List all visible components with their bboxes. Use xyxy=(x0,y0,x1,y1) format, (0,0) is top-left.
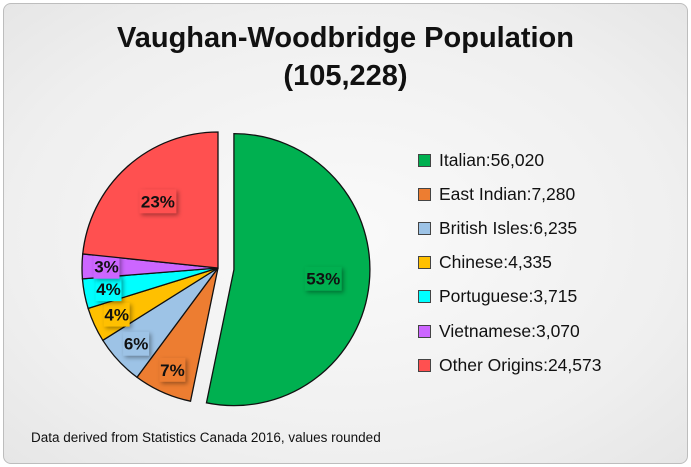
data-label: 23% xyxy=(141,192,175,211)
legend-item: Other Origins: 24,573 xyxy=(418,348,601,382)
chart-subtitle: (105,228) xyxy=(283,60,408,92)
legend-value: 3,715 xyxy=(533,286,578,307)
legend-swatch xyxy=(418,187,431,201)
legend-item: British Isles: 6,235 xyxy=(418,211,601,245)
legend-value: 4,335 xyxy=(508,252,552,273)
data-label-box xyxy=(123,331,150,356)
chart-title: Vaughan-Woodbridge Population xyxy=(117,22,574,54)
data-label: 7% xyxy=(160,361,185,380)
legend-value: 56,020 xyxy=(490,149,545,170)
footnote: Data derived from Statistics Canada 2016… xyxy=(31,430,381,445)
data-label: 53% xyxy=(306,270,340,289)
legend-swatch xyxy=(418,324,431,338)
legend-label: Italian xyxy=(439,149,486,170)
legend-value: 7,280 xyxy=(531,183,576,204)
data-label: 3% xyxy=(94,258,119,277)
data-label: 4% xyxy=(96,280,121,299)
legend-value: 3,070 xyxy=(535,320,580,341)
legend-swatch xyxy=(418,153,431,167)
legend-item: Vietnamese: 3,070 xyxy=(418,314,601,348)
legend-swatch xyxy=(418,221,431,235)
legend-label: Portuguese xyxy=(439,286,529,307)
legend: Italian: 56,020 East Indian: 7,280 British… xyxy=(418,143,601,382)
legend-item: East Indian: 7,280 xyxy=(418,177,601,211)
legend-swatch xyxy=(418,256,431,270)
data-label: 4% xyxy=(104,306,129,325)
data-label-box xyxy=(103,302,130,327)
pie-slice-italian xyxy=(205,132,371,407)
legend-item: Italian: 56,020 xyxy=(418,143,601,177)
data-label-box xyxy=(159,357,186,382)
legend-item: Chinese: 4,335 xyxy=(418,246,601,280)
data-label-box xyxy=(139,189,177,214)
data-label-box xyxy=(95,277,122,302)
legend-label: Vietnamese xyxy=(439,320,532,341)
legend-label: British Isles xyxy=(439,217,529,238)
legend-item: Portuguese: 3,715 xyxy=(418,280,601,314)
legend-value: 24,573 xyxy=(547,354,602,375)
legend-label: Chinese xyxy=(439,252,504,273)
legend-label: East Indian xyxy=(439,183,527,204)
legend-value: 6,235 xyxy=(533,217,578,238)
data-label-box xyxy=(93,254,120,279)
legend-label: Other Origins xyxy=(439,354,544,375)
legend-swatch xyxy=(418,358,431,372)
data-label-box xyxy=(304,266,342,291)
data-label: 6% xyxy=(124,335,149,354)
legend-swatch xyxy=(418,290,431,304)
